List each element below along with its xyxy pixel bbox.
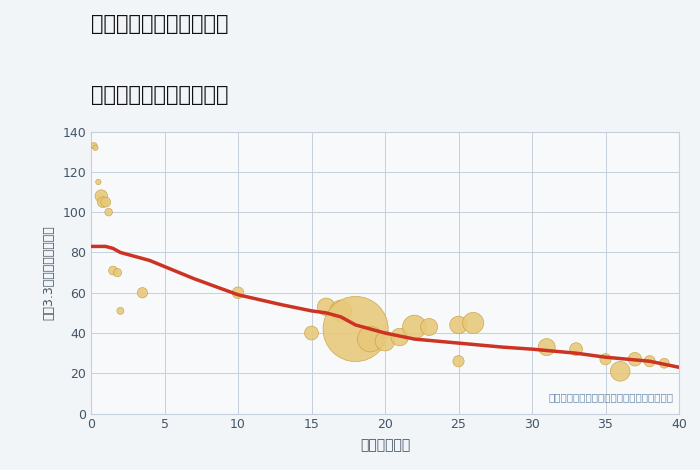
Point	[659, 360, 670, 367]
Point	[600, 355, 611, 363]
Point	[103, 208, 114, 216]
Point	[453, 358, 464, 365]
Text: 築年数別中古戸建て価格: 築年数別中古戸建て価格	[91, 85, 228, 105]
Point	[97, 198, 108, 206]
Point	[232, 289, 244, 297]
X-axis label: 築年数（年）: 築年数（年）	[360, 439, 410, 453]
Point	[136, 289, 148, 297]
Point	[629, 355, 641, 363]
Point	[321, 303, 332, 311]
Point	[96, 192, 107, 200]
Point	[88, 142, 99, 149]
Point	[541, 344, 552, 351]
Point	[115, 307, 126, 314]
Point	[409, 323, 420, 331]
Point	[335, 307, 346, 314]
Point	[424, 323, 435, 331]
Point	[100, 198, 111, 206]
Point	[365, 335, 376, 343]
Point	[108, 267, 119, 274]
Text: 兵庫県姫路市増位新町の: 兵庫県姫路市増位新町の	[91, 14, 228, 34]
Point	[453, 321, 464, 329]
Point	[644, 358, 655, 365]
Text: 円の大きさは、取引のあった物件面積を示す: 円の大きさは、取引のあった物件面積を示す	[548, 392, 673, 402]
Point	[306, 329, 317, 337]
Y-axis label: 坪（3.3㎡）単価（万円）: 坪（3.3㎡）単価（万円）	[42, 225, 55, 320]
Point	[468, 319, 479, 327]
Point	[92, 178, 104, 186]
Point	[112, 269, 123, 276]
Point	[394, 333, 405, 341]
Point	[90, 144, 101, 151]
Point	[615, 368, 626, 375]
Point	[379, 337, 391, 345]
Point	[350, 325, 361, 333]
Point	[570, 345, 582, 353]
